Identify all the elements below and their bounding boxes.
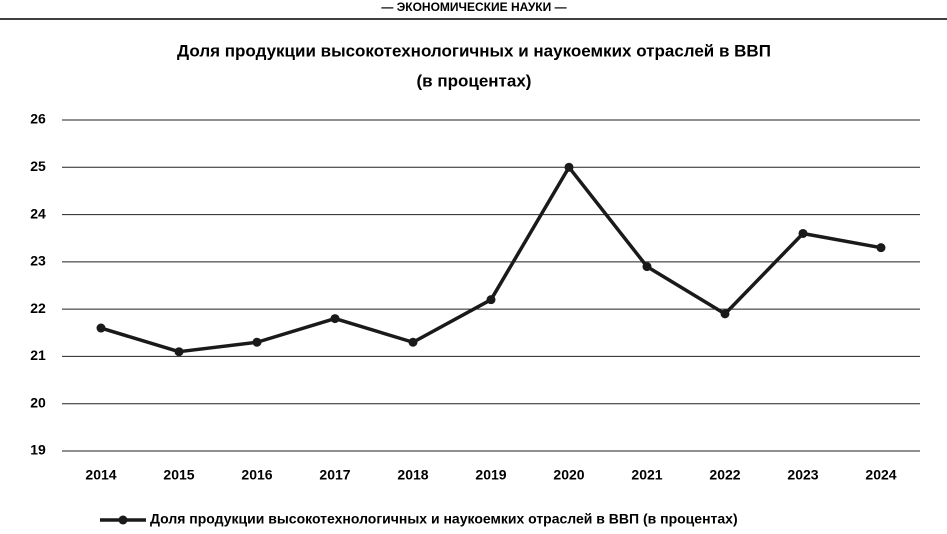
y-tick-label: 22: [30, 300, 46, 316]
x-tick-label: 2018: [397, 467, 428, 483]
data-point: [330, 314, 340, 324]
x-tick-label: 2019: [475, 467, 506, 483]
x-tick-label: 2024: [865, 467, 896, 483]
y-tick-label: 24: [30, 205, 46, 221]
legend-marker: [118, 515, 128, 525]
data-point: [96, 323, 106, 333]
data-point: [252, 337, 262, 347]
data-point: [564, 162, 574, 172]
x-tick-label: 2023: [787, 467, 818, 483]
data-point: [486, 295, 496, 305]
legend-label: Доля продукции высокотехнологичных и нау…: [150, 511, 738, 527]
x-tick-label: 2014: [85, 467, 116, 483]
page-header: — ЭКОНОМИЧЕСКИЕ НАУКИ —: [381, 0, 566, 14]
x-tick-label: 2016: [241, 467, 272, 483]
y-tick-label: 25: [30, 158, 46, 174]
x-tick-label: 2020: [553, 467, 584, 483]
x-tick-label: 2022: [709, 467, 740, 483]
x-tick-label: 2021: [631, 467, 662, 483]
x-tick-label: 2015: [163, 467, 194, 483]
y-tick-label: 26: [30, 111, 46, 127]
data-point: [408, 337, 418, 347]
data-point: [174, 347, 184, 357]
chart-subtitle: (в процентах): [417, 71, 532, 90]
chart-title: Доля продукции высокотехнологичных и нау…: [177, 41, 771, 60]
y-tick-label: 21: [30, 347, 46, 363]
data-point: [720, 309, 730, 319]
y-tick-label: 23: [30, 253, 46, 269]
data-point: [876, 243, 886, 253]
x-tick-label: 2017: [319, 467, 350, 483]
y-tick-label: 20: [30, 394, 46, 410]
data-point: [798, 228, 808, 238]
data-point: [642, 262, 652, 272]
y-tick-label: 19: [30, 442, 46, 458]
series-line: [100, 165, 882, 354]
